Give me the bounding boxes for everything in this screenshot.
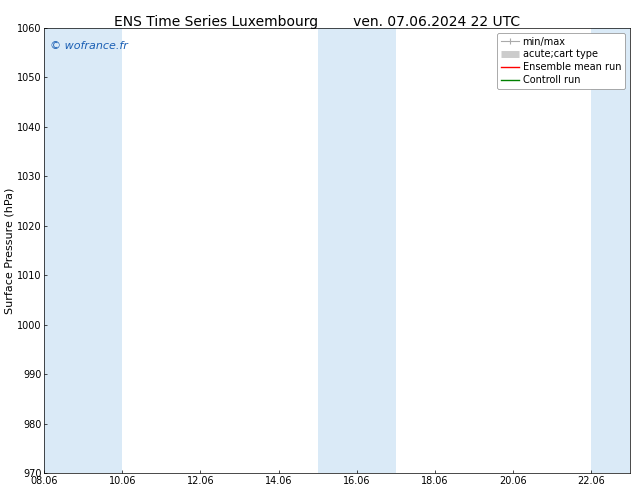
Text: ENS Time Series Luxembourg        ven. 07.06.2024 22 UTC: ENS Time Series Luxembourg ven. 07.06.20… — [114, 15, 520, 29]
Text: © wofrance.fr: © wofrance.fr — [50, 41, 128, 51]
Bar — [44, 28, 122, 473]
Legend: min/max, acute;cart type, Ensemble mean run, Controll run: min/max, acute;cart type, Ensemble mean … — [497, 33, 625, 89]
Bar — [318, 28, 396, 473]
Y-axis label: Surface Pressure (hPa): Surface Pressure (hPa) — [4, 187, 14, 314]
Bar — [591, 28, 630, 473]
